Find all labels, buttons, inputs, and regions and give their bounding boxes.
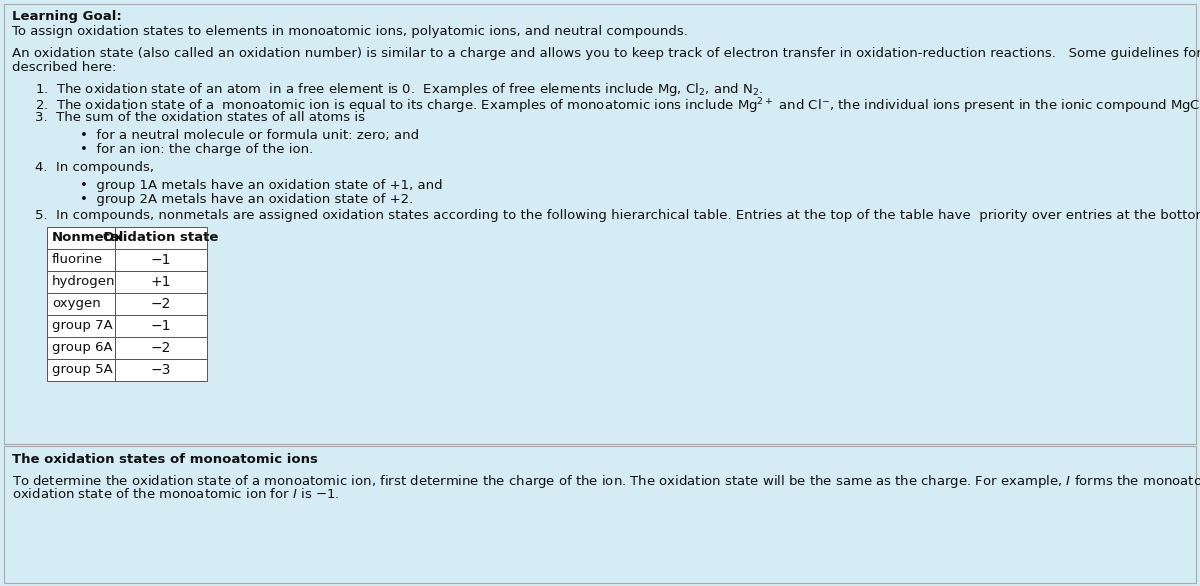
Bar (115, 227, 208, 249)
Text: −2: −2 (151, 297, 172, 311)
Text: To assign oxidation states to elements in monoatomic ions, polyatomic ions, and : To assign oxidation states to elements i… (12, 25, 688, 38)
Bar (47, 359, 115, 381)
Text: group 7A: group 7A (52, 319, 113, 332)
Text: •  for an ion: the charge of the ion.: • for an ion: the charge of the ion. (80, 143, 313, 156)
Text: −1: −1 (151, 319, 172, 333)
Text: described here:: described here: (12, 61, 116, 74)
Text: fluorine: fluorine (52, 253, 103, 266)
Text: To determine the oxidation state of a monoatomic ion, first determine the charge: To determine the oxidation state of a mo… (12, 473, 1200, 490)
Bar (47, 227, 115, 249)
Bar (4, 4, 1196, 444)
Bar (47, 249, 115, 271)
Bar (47, 315, 115, 337)
Text: Oxidation state: Oxidation state (103, 231, 218, 244)
Text: −3: −3 (151, 363, 172, 377)
Text: 2.  The oxidation state of a  monoatomic ion is equal to its charge. Examples of: 2. The oxidation state of a monoatomic i… (35, 96, 1200, 115)
Text: hydrogen: hydrogen (52, 275, 115, 288)
Bar (47, 271, 115, 293)
Text: −1: −1 (151, 253, 172, 267)
Text: group 6A: group 6A (52, 341, 113, 354)
Bar (115, 337, 208, 359)
Text: An oxidation state (also called an oxidation number) is similar to a charge and : An oxidation state (also called an oxida… (12, 47, 1200, 60)
Text: •  for a neutral molecule or formula unit: zero; and: • for a neutral molecule or formula unit… (80, 129, 419, 142)
Bar (47, 337, 115, 359)
Text: oxidation state of the monoatomic ion for $\mathit{I}$ is $-$1.: oxidation state of the monoatomic ion fo… (12, 487, 340, 501)
Text: 4.  In compounds,: 4. In compounds, (35, 161, 154, 174)
Bar (115, 315, 208, 337)
Text: −2: −2 (151, 341, 172, 355)
Text: 3.  The sum of the oxidation states of all atoms is: 3. The sum of the oxidation states of al… (35, 111, 365, 124)
Bar (115, 293, 208, 315)
Text: +1: +1 (151, 275, 172, 289)
Text: group 5A: group 5A (52, 363, 113, 376)
Bar (47, 293, 115, 315)
Text: 1.  The oxidation state of an atom  in a free element is 0.  Examples of free el: 1. The oxidation state of an atom in a f… (35, 81, 763, 98)
Text: •  group 2A metals have an oxidation state of +2.: • group 2A metals have an oxidation stat… (80, 193, 413, 206)
Text: •  group 1A metals have an oxidation state of +1, and: • group 1A metals have an oxidation stat… (80, 179, 443, 192)
Text: Nonmetal: Nonmetal (52, 231, 125, 244)
Bar (115, 249, 208, 271)
Text: Learning Goal:: Learning Goal: (12, 10, 121, 23)
Text: 5.  In compounds, nonmetals are assigned oxidation states according to the follo: 5. In compounds, nonmetals are assigned … (35, 209, 1200, 222)
Text: The oxidation states of monoatomic ions: The oxidation states of monoatomic ions (12, 453, 318, 466)
Bar (4, 446, 1196, 583)
Bar (115, 359, 208, 381)
Text: oxygen: oxygen (52, 297, 101, 310)
Bar (115, 271, 208, 293)
